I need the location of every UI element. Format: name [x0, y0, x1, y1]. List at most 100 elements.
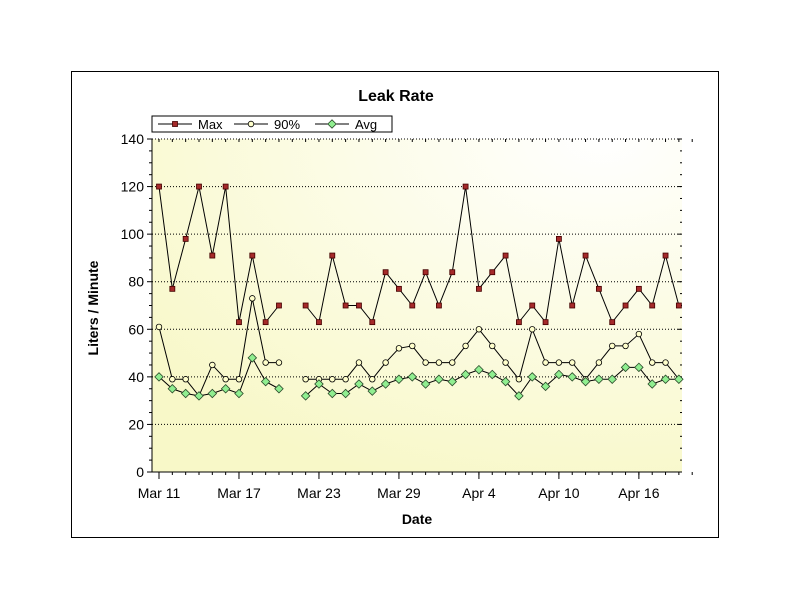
data-point-max [222, 183, 229, 190]
data-point-avg [620, 362, 631, 373]
data-point-90 [542, 359, 549, 366]
series-line-90 [158, 298, 279, 397]
data-point-avg [367, 386, 378, 396]
plot-background [152, 139, 682, 472]
data-point-90 [649, 359, 656, 366]
data-point-max [542, 319, 549, 326]
data-point-90 [395, 345, 403, 352]
data-point-max [675, 302, 682, 309]
data-point-max [276, 302, 282, 309]
data-point-avg [514, 391, 524, 401]
y-tick-label: 40 [128, 369, 144, 385]
data-point-max [169, 285, 176, 292]
data-point-max [156, 183, 162, 190]
data-point-avg [500, 376, 511, 387]
data-point-max [209, 252, 216, 259]
data-point-90 [262, 359, 269, 366]
data-point-avg [234, 388, 244, 399]
data-point-avg [300, 391, 311, 401]
data-point-avg [420, 379, 431, 389]
data-point-avg [247, 353, 258, 363]
data-point-90 [302, 376, 309, 383]
data-point-90 [209, 361, 216, 369]
series-line-avg [158, 356, 280, 397]
data-point-max [649, 302, 656, 309]
data-point-max [449, 269, 456, 276]
data-point-max [595, 285, 602, 292]
data-point-max [196, 183, 202, 190]
y-tick-label: 80 [128, 274, 144, 290]
chart-svg: Leak Rate Liters / Minute Date 0 20 40 60 80… [85, 88, 693, 527]
data-point-avg [180, 388, 191, 399]
data-point-avg [167, 383, 178, 394]
data-point-max [182, 235, 189, 242]
data-point-max [555, 235, 562, 242]
data-point-avg [674, 374, 684, 385]
data-point-max [476, 285, 482, 292]
data-point-90 [369, 376, 376, 383]
data-point-90 [635, 330, 643, 338]
data-point-max [489, 269, 496, 276]
data-point-max [529, 302, 536, 309]
data-point-max [396, 285, 402, 292]
data-point-max [302, 302, 309, 309]
data-point-90 [329, 376, 336, 383]
data-point-max [662, 252, 669, 259]
data-point-avg [660, 374, 671, 385]
data-point-90 [662, 359, 669, 366]
data-point-90 [409, 342, 416, 350]
x-axis-title: Date [402, 511, 433, 527]
data-point-90 [595, 359, 603, 366]
data-point-avg [567, 372, 577, 382]
data-point-avg [207, 388, 218, 399]
chart-frame: Leak Rate Liters / Minute Date 0 20 40 60 80… [71, 71, 719, 538]
data-point-avg [540, 381, 551, 392]
data-point-avg [474, 364, 484, 375]
data-point-max [316, 319, 322, 326]
y-tick-label: 120 [121, 179, 145, 195]
y-axis-title: Liters / Minute [85, 260, 101, 355]
data-point-avg [487, 369, 498, 380]
chart-title: Leak Rate [358, 88, 434, 105]
data-point-90 [422, 359, 429, 366]
data-point-max [329, 252, 336, 259]
data-point-90 [462, 342, 469, 350]
data-point-max [409, 302, 416, 309]
legend-marker-avg [327, 119, 337, 129]
data-point-max [236, 319, 242, 326]
data-point-max [609, 319, 616, 326]
y-tick-label: 100 [121, 226, 145, 242]
data-point-90 [342, 376, 349, 383]
data-point-90 [529, 326, 536, 333]
series-line-max [158, 186, 280, 324]
data-point-avg [260, 376, 271, 387]
x-tick-label: Mar 11 [138, 485, 181, 501]
data-point-max [369, 319, 376, 326]
y-tick-label: 20 [128, 416, 144, 432]
data-point-avg [634, 362, 644, 373]
data-point-90 [155, 323, 163, 331]
data-point-max [622, 302, 629, 309]
data-point-avg [647, 379, 657, 389]
data-point-avg [394, 374, 404, 385]
data-point-avg [340, 388, 351, 399]
data-point-90 [609, 342, 616, 350]
data-point-90 [355, 359, 363, 366]
data-point-max [516, 319, 522, 326]
data-point-90 [435, 359, 443, 366]
x-tick-label: Apr 16 [618, 485, 659, 501]
data-point-90 [515, 376, 523, 383]
data-point-avg [447, 376, 458, 387]
data-point-90 [222, 376, 229, 383]
legend: Max 90% Avg [151, 115, 393, 133]
data-point-max [249, 252, 256, 259]
data-point-90 [249, 295, 256, 302]
data-point-90 [169, 376, 176, 383]
data-point-90 [555, 359, 563, 366]
data-point-90 [275, 359, 283, 366]
data-point-max [582, 252, 589, 259]
x-tick-label: Apr 4 [462, 485, 496, 501]
y-tick-label: 60 [128, 321, 144, 337]
data-point-90 [622, 342, 629, 350]
data-point-max [422, 269, 429, 276]
